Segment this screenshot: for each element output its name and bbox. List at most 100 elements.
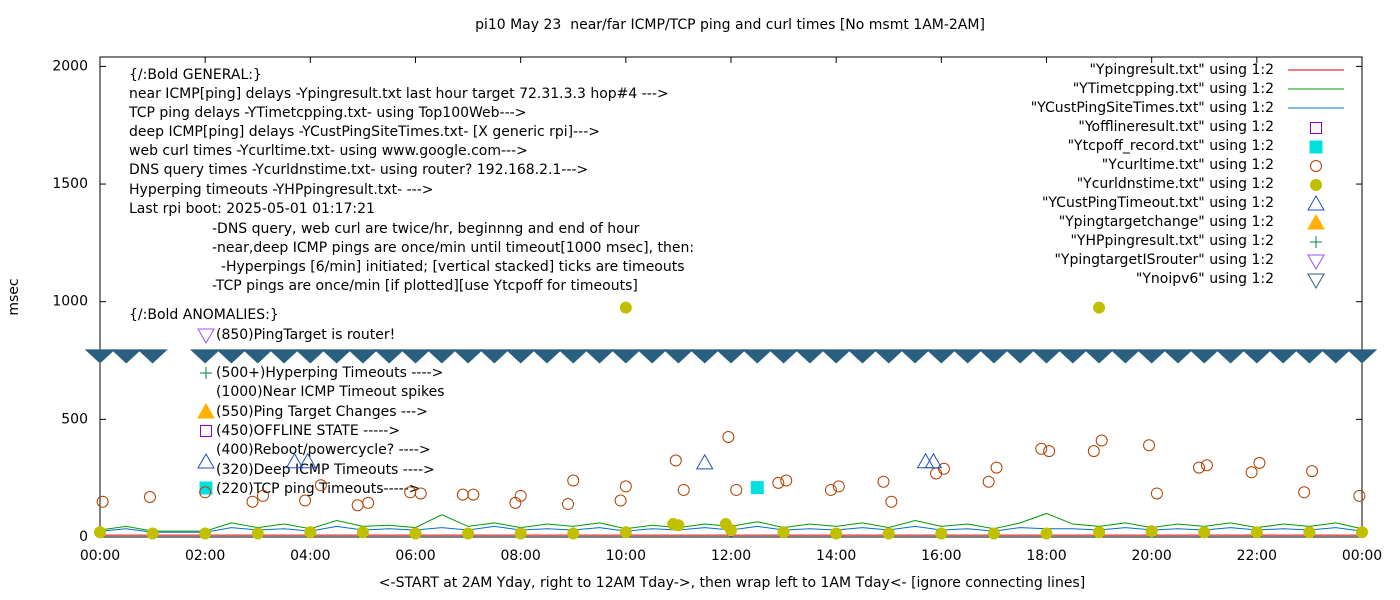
legend-label: "Ypingtargetchange" using 1:2: [1059, 214, 1274, 230]
point: [978, 349, 1010, 364]
x-tick-label: 20:00: [1131, 548, 1171, 564]
point: [400, 349, 431, 364]
point: [1215, 349, 1246, 364]
point: [689, 349, 720, 364]
point: [514, 489, 527, 502]
point: [672, 519, 685, 532]
point: [251, 527, 264, 540]
y-tick-label: 0: [79, 529, 88, 545]
y-tick-label: 500: [61, 411, 88, 427]
point: [242, 349, 274, 364]
x-tick-label: 12:00: [711, 548, 751, 564]
point: [347, 349, 379, 364]
x-tick-label: 10:00: [606, 548, 646, 564]
point: [84, 349, 116, 364]
x-axis-label: <-START at 2AM Yday, right to 12AM Tday-…: [379, 575, 1085, 591]
annotation: -near,deep ICMP pings are once/min until…: [212, 240, 694, 256]
annotation: (500+)Hyperping Timeouts ---->: [216, 365, 443, 381]
point: [1093, 526, 1106, 539]
point: [742, 349, 773, 364]
point: [614, 494, 627, 507]
point: [1356, 526, 1368, 539]
point: [1143, 439, 1156, 452]
point: [1136, 349, 1167, 364]
annotation: {/:Bold GENERAL:}: [129, 67, 262, 83]
point: [321, 349, 352, 364]
point: [1087, 445, 1100, 458]
point: [794, 349, 826, 364]
point: [1353, 489, 1366, 502]
point: [567, 527, 580, 540]
point: [832, 480, 845, 493]
legend-swatch: [1310, 122, 1322, 134]
point: [750, 481, 764, 495]
point: [1250, 526, 1263, 539]
x-tick-label: 18:00: [1026, 548, 1066, 564]
key-icon: [197, 452, 215, 469]
point: [730, 483, 743, 496]
legend-swatch: [1307, 254, 1325, 271]
point: [899, 349, 931, 364]
point: [356, 526, 369, 539]
point: [1035, 442, 1048, 455]
point: [1198, 526, 1211, 539]
legend-swatch: [1310, 236, 1322, 248]
point: [1320, 349, 1351, 364]
annotation: Hyperping timeouts -YHPpingresult.txt- -…: [129, 182, 434, 198]
y-tick-label: 1500: [52, 176, 88, 192]
point: [505, 349, 536, 364]
point: [1188, 349, 1220, 364]
point: [268, 349, 300, 364]
x-tick-label: 08:00: [500, 548, 540, 564]
point: [1294, 349, 1325, 364]
point: [1095, 434, 1108, 447]
annotation: (1000)Near ICMP Timeout spikes: [216, 384, 445, 400]
point: [1031, 349, 1062, 364]
key-icon: [197, 402, 215, 419]
point: [695, 453, 714, 470]
point: [362, 496, 375, 509]
annotation: (320)Deep ICMP Timeouts ---->: [216, 462, 435, 478]
point: [314, 479, 327, 492]
point: [584, 349, 615, 364]
point: [1267, 349, 1299, 364]
point: [610, 349, 642, 364]
point: [926, 349, 957, 364]
point: [677, 483, 690, 496]
point: [1043, 445, 1056, 458]
point: [1303, 526, 1316, 539]
point: [199, 527, 212, 540]
point: [952, 349, 983, 364]
point: [982, 475, 995, 488]
x-tick-label: 22:00: [1237, 548, 1277, 564]
point: [1004, 349, 1036, 364]
point: [137, 349, 168, 364]
point: [409, 527, 422, 540]
point: [199, 486, 212, 499]
legend-label: "YTimetcpping.txt" using 1:2: [1073, 81, 1274, 97]
point: [299, 494, 312, 507]
legend-swatch: [1307, 213, 1325, 230]
point: [479, 349, 510, 364]
key-icon: [200, 425, 212, 437]
point: [882, 527, 895, 540]
legend-label: "Yofflineresult.txt" using 1:2: [1078, 119, 1274, 135]
point: [531, 349, 563, 364]
point: [1162, 349, 1194, 364]
point: [246, 495, 259, 508]
point: [1110, 349, 1141, 364]
point: [873, 349, 905, 364]
point: [663, 349, 694, 364]
legend-label: "YpingtargetISrouter" using 1:2: [1054, 252, 1274, 268]
point: [619, 480, 632, 493]
legend-label: "Ytcpoff_record.txt" using 1:2: [1068, 138, 1274, 154]
point: [1040, 527, 1053, 540]
x-tick-label: 00:00: [1342, 548, 1382, 564]
y-tick-label: 1000: [52, 294, 88, 310]
x-tick-label: 02:00: [185, 548, 225, 564]
point: [715, 349, 747, 364]
point: [557, 349, 589, 364]
y-tick-label: 2000: [52, 58, 88, 74]
point: [467, 488, 480, 501]
